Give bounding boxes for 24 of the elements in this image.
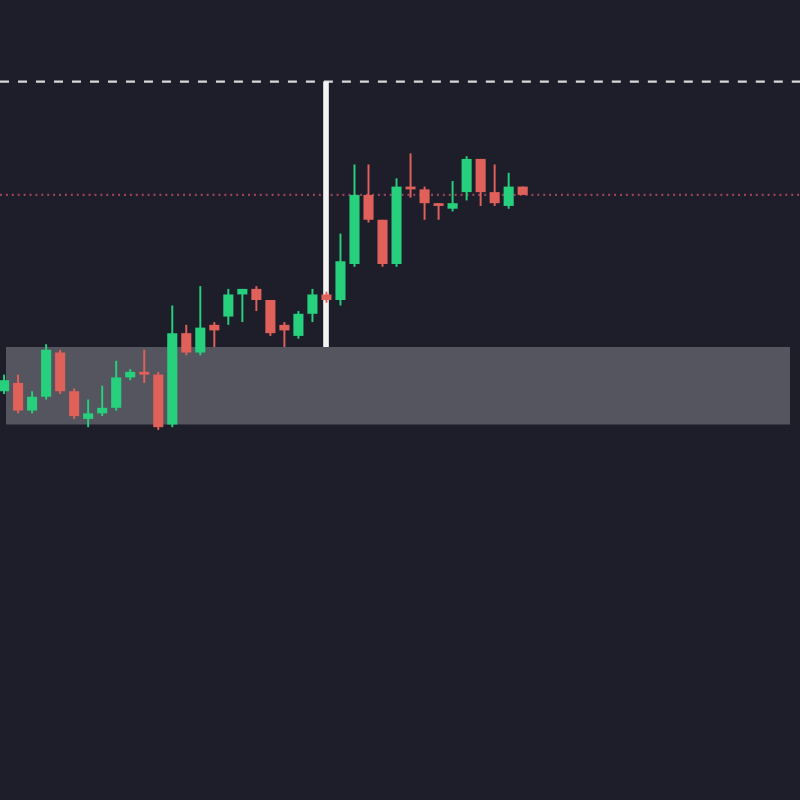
candlestick (181, 323, 192, 357)
candlestick (55, 348, 66, 395)
candlestick (447, 180, 458, 213)
candlestick (251, 285, 262, 313)
candlestick (13, 373, 24, 415)
candlestick (475, 157, 486, 207)
candlestick (223, 287, 234, 326)
candlestick (293, 310, 304, 340)
candlestick (139, 348, 150, 384)
candlestick (307, 287, 318, 324)
candlestick (489, 163, 500, 207)
candlestick (69, 387, 80, 420)
candlestick (363, 163, 374, 224)
candlestick (0, 373, 10, 395)
candlestick (265, 298, 276, 337)
candlestick (503, 171, 514, 210)
candlestick (27, 390, 38, 415)
candlestick (195, 285, 206, 357)
candlestick (461, 155, 472, 202)
candlestick (83, 398, 94, 429)
candlestick (41, 343, 52, 401)
candlestick (377, 218, 388, 268)
candlestick (419, 185, 430, 221)
candlestick (111, 359, 122, 412)
